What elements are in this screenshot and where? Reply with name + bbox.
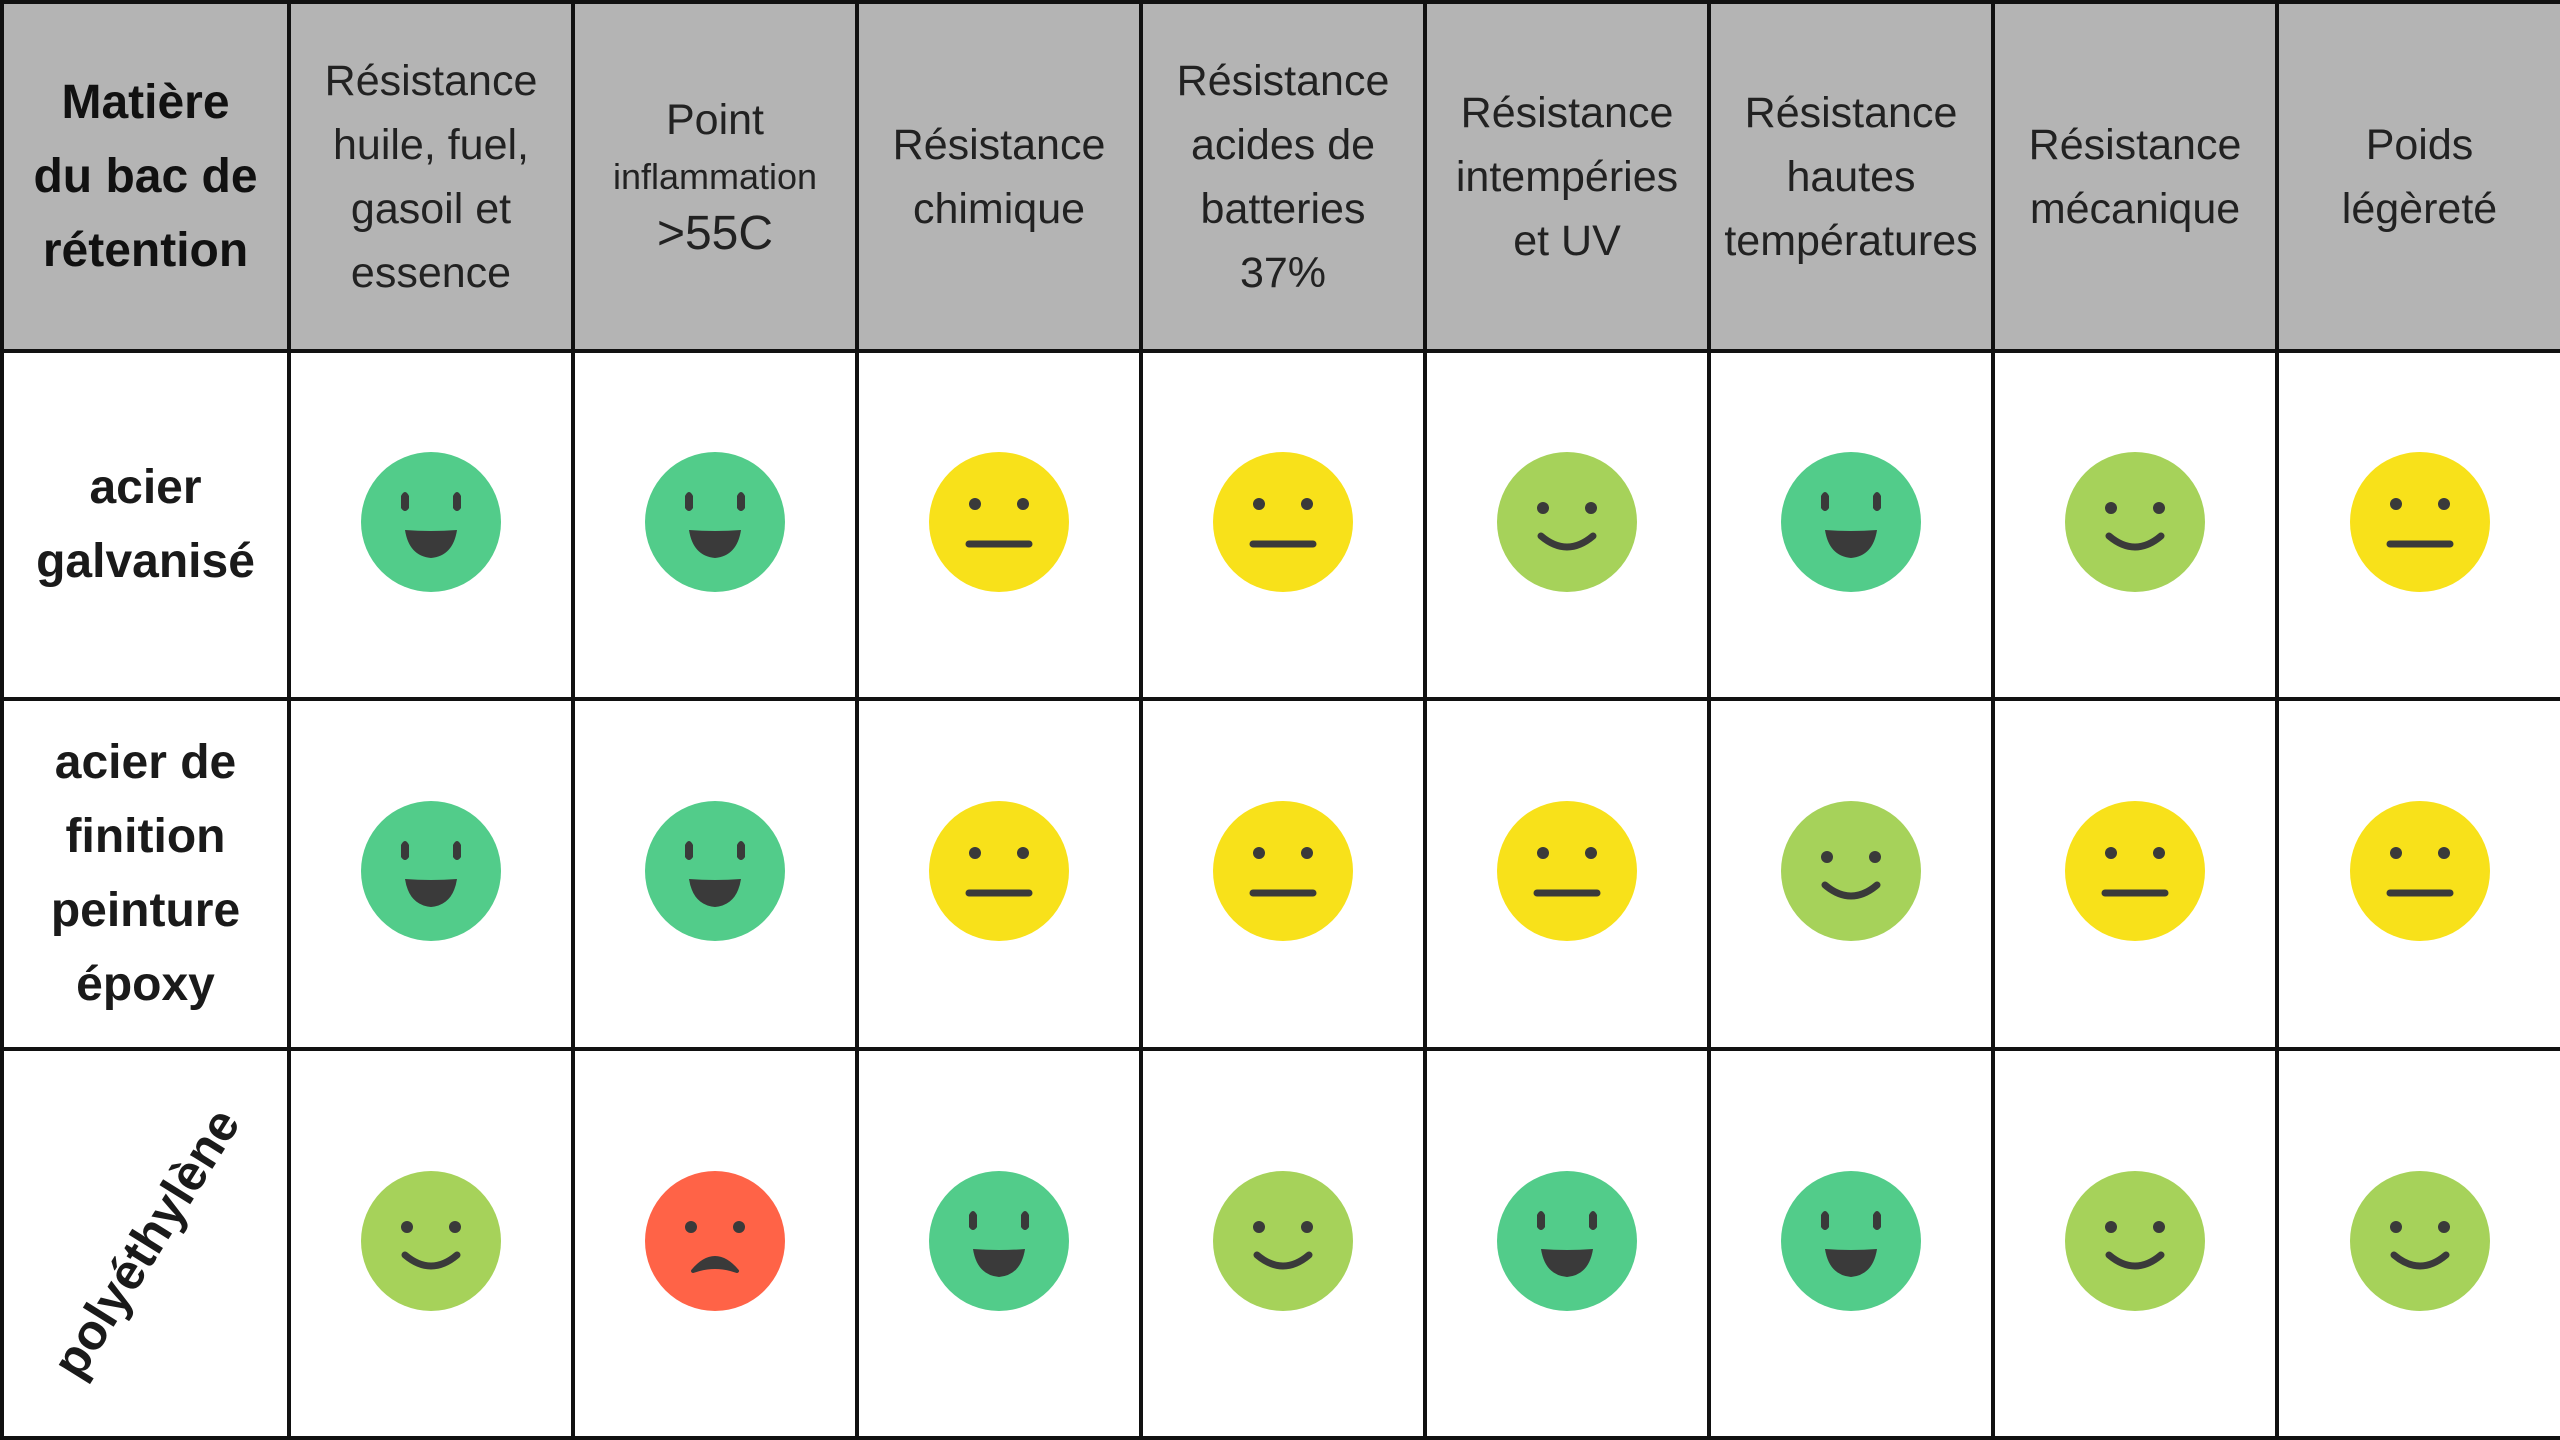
rating-cell <box>287 349 575 701</box>
header-weight-lightness-label: Poids légèreté <box>2341 120 2498 233</box>
header-chemical-resistance: Résistance chimique <box>855 0 1143 353</box>
big-smile-face-icon <box>361 801 501 942</box>
header-oil-resistance-label: Résistance huile, fuel, gasoil et essenc… <box>324 56 538 297</box>
rating-cell <box>855 1046 1143 1440</box>
big-smile-face-icon <box>645 452 785 593</box>
row-label-galvanized-steel: acier galvanisé <box>0 349 291 701</box>
header-flash-point: Point inflammation >55C <box>571 0 859 353</box>
smile-face-icon <box>1213 1170 1353 1311</box>
big-smile-face-icon <box>1781 452 1921 593</box>
neutral-face-icon <box>929 801 1069 942</box>
rating-cell <box>1139 349 1427 701</box>
neutral-face-icon <box>2349 801 2490 942</box>
rating-cell <box>571 349 859 701</box>
row-label-epoxy-painted-steel: acier de finition peinture époxy <box>0 696 291 1051</box>
header-flash-point-label: Point <box>665 95 764 144</box>
neutral-face-icon <box>929 452 1069 593</box>
row-label-polyethylene: polyéthylène <box>0 1046 291 1440</box>
rating-cell <box>2275 696 2560 1051</box>
rating-cell <box>1707 696 1995 1051</box>
big-smile-face-icon <box>361 452 501 593</box>
smile-face-icon <box>2349 1170 2490 1311</box>
rating-cell <box>1707 349 1995 701</box>
rating-cell <box>1423 696 1711 1051</box>
neutral-face-icon <box>2065 801 2205 942</box>
smile-face-icon <box>2065 1170 2205 1311</box>
table-row-galvanized-steel: acier galvanisé <box>0 349 2560 701</box>
big-smile-face-icon <box>1781 1170 1921 1311</box>
smile-face-icon <box>1781 801 1921 942</box>
header-flash-point-value: >55C <box>656 206 774 260</box>
row-label-polyethylene-text: polyéthylène <box>40 1099 251 1388</box>
sad-face-icon <box>645 1170 785 1311</box>
neutral-face-icon <box>1497 801 1637 942</box>
header-weight-lightness: Poids légèreté <box>2275 0 2560 353</box>
smile-face-icon <box>361 1170 501 1311</box>
header-weather-uv-resistance: Résistance intempéries et UV <box>1423 0 1711 353</box>
table-row-epoxy-painted-steel: acier de finition peinture époxy <box>0 696 2560 1051</box>
rating-cell <box>855 349 1143 701</box>
rating-cell <box>571 1046 859 1440</box>
rating-cell <box>2275 1046 2560 1440</box>
neutral-face-icon <box>1213 801 1353 942</box>
rating-cell <box>1139 696 1427 1051</box>
big-smile-face-icon <box>929 1170 1069 1311</box>
rating-cell <box>1139 1046 1427 1440</box>
smile-face-icon <box>1497 452 1637 593</box>
rating-cell <box>1991 1046 2279 1440</box>
rating-cell <box>1423 1046 1711 1440</box>
rating-cell <box>1991 349 2279 701</box>
header-battery-acid-resistance: Résistance acides de batteries 37% <box>1139 0 1427 353</box>
neutral-face-icon <box>2349 452 2490 593</box>
smile-face-icon <box>2065 452 2205 593</box>
header-material-label: Matière du bac de rétention <box>33 75 258 277</box>
header-battery-acid-resistance-label: Résistance acides de batteries 37% <box>1176 56 1390 297</box>
header-weather-uv-resistance-label: Résistance intempéries et UV <box>1455 88 1679 265</box>
header-high-temperature-resistance-label: Résistance hautes températures <box>1724 88 1978 265</box>
neutral-face-icon <box>1213 452 1353 593</box>
table-row-polyethylene: polyéthylène <box>0 1046 2560 1440</box>
header-high-temperature-resistance: Résistance hautes températures <box>1707 0 1995 353</box>
rating-cell <box>571 696 859 1051</box>
header-oil-resistance: Résistance huile, fuel, gasoil et essenc… <box>287 0 575 353</box>
rating-cell <box>2275 349 2560 701</box>
rating-cell <box>1423 349 1711 701</box>
header-mechanical-resistance-label: Résistance mécanique <box>2028 120 2242 233</box>
rating-cell <box>287 696 575 1051</box>
header-mechanical-resistance: Résistance mécanique <box>1991 0 2279 353</box>
header-flash-point-sublabel: inflammation <box>612 155 818 197</box>
big-smile-face-icon <box>645 801 785 942</box>
rating-cell <box>1707 1046 1995 1440</box>
rating-cell <box>855 696 1143 1051</box>
rating-cell <box>1991 696 2279 1051</box>
header-chemical-resistance-label: Résistance chimique <box>892 120 1106 233</box>
header-row: Matière du bac de rétention Résistance h… <box>0 0 2560 353</box>
rating-cell <box>287 1046 575 1440</box>
header-material: Matière du bac de rétention <box>0 0 291 353</box>
big-smile-face-icon <box>1497 1170 1637 1311</box>
